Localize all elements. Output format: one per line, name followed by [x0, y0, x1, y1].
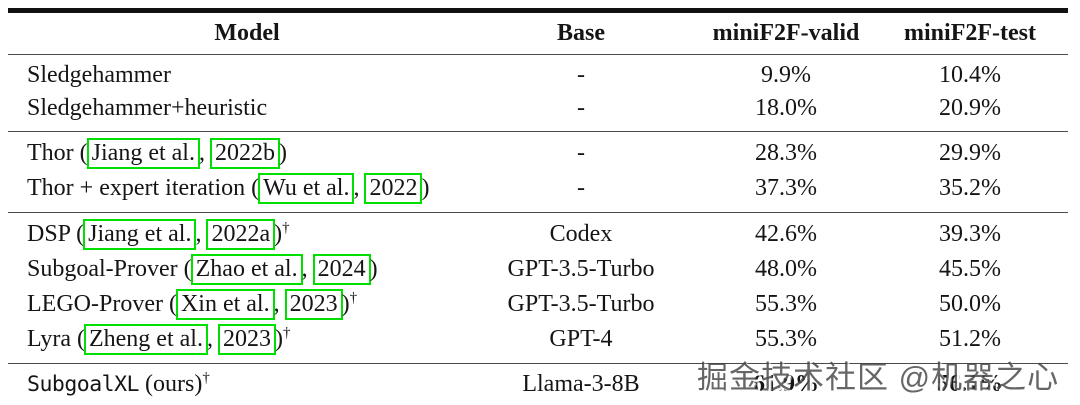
cell-model: LEGO-Prover (Xin et al., 2023)†: [8, 287, 462, 322]
cell-test: 29.9%: [939, 140, 1001, 166]
cell-model: SubgoalXL (ours)†: [27, 370, 210, 398]
cell-test: 10.4%: [939, 62, 1001, 88]
cell-valid: 28.3%: [755, 140, 817, 166]
cell-model: Thor (Jiang et al., 2022b): [8, 132, 462, 172]
cell-test: 50.0%: [939, 291, 1001, 317]
cell-base: GPT-3.5-Turbo: [507, 291, 655, 317]
table-row: Subgoal-Prover (Zhao et al., 2024) GPT-3.…: [8, 252, 1068, 287]
citation-year-link[interactable]: 2022a: [206, 219, 276, 250]
cell-valid: 55.3%: [755, 291, 817, 317]
cell-valid: 37.3%: [755, 175, 817, 201]
table-section-3: DSP (Jiang et al., 2022a)† Codex 42.6% 39.3…: [8, 213, 1068, 364]
cell-valid: 61.9%: [753, 371, 819, 397]
cell-test: 51.2%: [939, 326, 1001, 352]
dagger-superscript: †: [202, 370, 210, 386]
column-header-test: miniF2F-test: [904, 20, 1036, 46]
cell-valid: 42.6%: [755, 221, 817, 247]
citation-author-link[interactable]: Zhao et al.: [190, 254, 303, 285]
cell-model: Sledgehammer+heuristic: [27, 95, 268, 121]
table-row: Lyra (Zheng et al., 2023)† GPT-4 55.3% 51.2…: [8, 322, 1068, 364]
dagger-superscript: †: [282, 220, 290, 236]
table-row: LEGO-Prover (Xin et al., 2023)† GPT-3.5-T…: [8, 287, 1068, 322]
citation-author-link[interactable]: Jiang et al.: [83, 219, 197, 250]
citation-year-link[interactable]: 2023: [217, 324, 276, 355]
cell-base: -: [577, 95, 585, 121]
citation-author-link[interactable]: Wu et al.: [258, 173, 355, 204]
citation-author-link[interactable]: Zheng et al.: [83, 324, 208, 355]
citation-year-link[interactable]: 2022b: [209, 138, 280, 169]
cell-base: GPT-3.5-Turbo: [507, 256, 655, 282]
table-row: Thor (Jiang et al., 2022b) - 28.3% 29.9%: [8, 132, 1068, 172]
citation-author-link[interactable]: Jiang et al.: [86, 138, 200, 169]
table-row: Thor + expert iteration (Wu et al., 2022…: [8, 171, 1068, 213]
cell-test: 45.5%: [939, 256, 1001, 282]
column-header-valid: miniF2F-valid: [712, 20, 860, 46]
cell-model: Lyra (Zheng et al., 2023)†: [8, 322, 462, 364]
cell-test: 35.2%: [939, 175, 1001, 201]
table-row: DSP (Jiang et al., 2022a)† Codex 42.6% 39.3…: [8, 213, 1068, 253]
model-name-mono: SubgoalXL: [27, 372, 140, 397]
results-table: Model Base miniF2F-valid miniF2F-test Sledg…: [8, 8, 1068, 405]
cell-test: 56.1%: [937, 371, 1003, 397]
column-header-base: Base: [557, 20, 605, 46]
cell-model: Subgoal-Prover (Zhao et al., 2024): [8, 252, 462, 287]
cell-valid: 48.0%: [755, 256, 817, 282]
cell-valid: 18.0%: [755, 95, 817, 121]
table-section-4: SubgoalXL (ours)† Llama-3-8B 61.9% 56.1%: [8, 364, 1068, 405]
cell-model: Sledgehammer: [27, 62, 171, 88]
table-row: SubgoalXL (ours)† Llama-3-8B 61.9% 56.1%: [8, 364, 1068, 405]
cell-model: Thor + expert iteration (Wu et al., 2022…: [8, 171, 462, 213]
table-row: Sledgehammer+heuristic - 18.0% 20.9%: [8, 92, 1068, 132]
cell-base: -: [577, 175, 585, 201]
table-row: Sledgehammer - 9.9% 10.4%: [8, 55, 1068, 93]
dagger-superscript: †: [349, 290, 358, 306]
cell-test: 39.3%: [939, 221, 1001, 247]
cell-valid: 55.3%: [755, 326, 817, 352]
table-header: Model Base miniF2F-valid miniF2F-test: [8, 11, 1068, 55]
table-section-1: Sledgehammer - 9.9% 10.4% Sledgehammer+heuri…: [8, 55, 1068, 132]
cell-test: 20.9%: [939, 95, 1001, 121]
cell-valid: 9.9%: [761, 62, 811, 88]
citation-year-link[interactable]: 2022: [364, 173, 423, 204]
table-section-2: Thor (Jiang et al., 2022b) -28.3% 29.9% Tho…: [8, 132, 1068, 213]
citation-year-link[interactable]: 2023: [284, 289, 343, 320]
cell-base: Llama-3-8B: [522, 371, 640, 397]
citation-year-link[interactable]: 2024: [312, 254, 371, 285]
cell-base: -: [577, 140, 585, 166]
dagger-superscript: †: [282, 325, 291, 341]
citation-author-link[interactable]: Xin et al.: [175, 289, 275, 320]
cell-base: Codex: [549, 221, 613, 247]
cell-base: GPT-4: [549, 326, 613, 352]
column-header-model: Model: [214, 20, 280, 46]
table-header-row: Model Base miniF2F-valid miniF2F-test: [8, 11, 1068, 55]
cell-model: DSP (Jiang et al., 2022a)†: [8, 213, 462, 253]
cell-base: -: [577, 62, 585, 88]
